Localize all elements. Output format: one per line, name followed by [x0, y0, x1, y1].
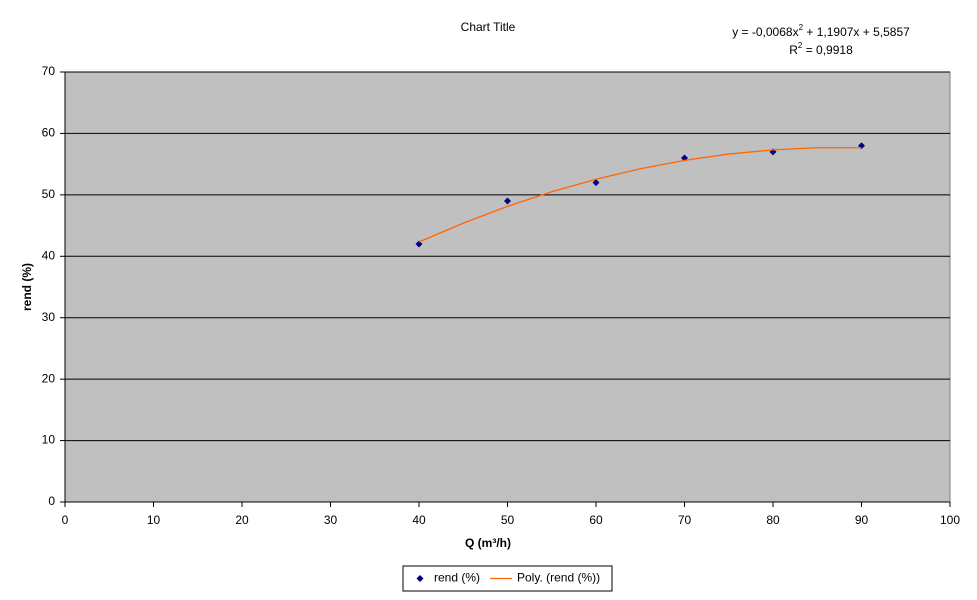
x-tick-label: 50 [501, 513, 515, 527]
plot-area [64, 71, 951, 503]
x-tick-label: 60 [589, 513, 603, 527]
y-tick-label: 40 [42, 248, 56, 262]
y-tick-label: 70 [42, 64, 56, 78]
x-tick-label: 10 [147, 513, 161, 527]
x-tick-label: 70 [678, 513, 692, 527]
data-point [592, 179, 600, 187]
y-tick-label: 30 [42, 310, 56, 324]
x-tick-label: 40 [412, 513, 426, 527]
trendline-r-squared-part: = 0,9918 [802, 43, 853, 57]
x-tick-label: 30 [324, 513, 338, 527]
y-tick-label: 10 [42, 433, 56, 447]
trendline-equation: y = -0,0068x2 + 1,1907x + 5,5857 [732, 23, 910, 39]
x-axis-label: Q (m³/h) [465, 536, 511, 550]
y-axis-label: rend (%) [20, 263, 34, 311]
trendline [418, 147, 862, 243]
y-tick-label: 20 [42, 371, 56, 385]
trendline-equation-part: y = -0,0068x [732, 25, 798, 39]
legend-label: rend (%) [434, 571, 480, 585]
chart-title: Chart Title [461, 20, 516, 34]
y-tick-label: 60 [42, 126, 56, 140]
trendline-r-squared-part: 2 [798, 41, 803, 50]
x-tick-label: 80 [766, 513, 780, 527]
trendline-r-squared-part: R [789, 43, 798, 57]
trendline-r-squared: R2 = 0,9918 [789, 41, 853, 57]
data-point [504, 197, 511, 205]
x-tick-label: 0 [62, 513, 69, 527]
legend-marker [416, 575, 424, 582]
x-tick-label: 100 [940, 513, 960, 527]
x-tick-label: 20 [235, 513, 249, 527]
x-tick-label: 90 [855, 513, 869, 527]
y-tick-label: 50 [42, 187, 56, 201]
y-tick-label: 0 [48, 494, 55, 508]
trendline-equation-part: 2 [799, 23, 804, 32]
legend-label: Poly. (rend (%)) [517, 571, 600, 585]
data-point [415, 240, 423, 248]
trendline-equation-part: + 1,1907x + 5,5857 [803, 25, 910, 39]
